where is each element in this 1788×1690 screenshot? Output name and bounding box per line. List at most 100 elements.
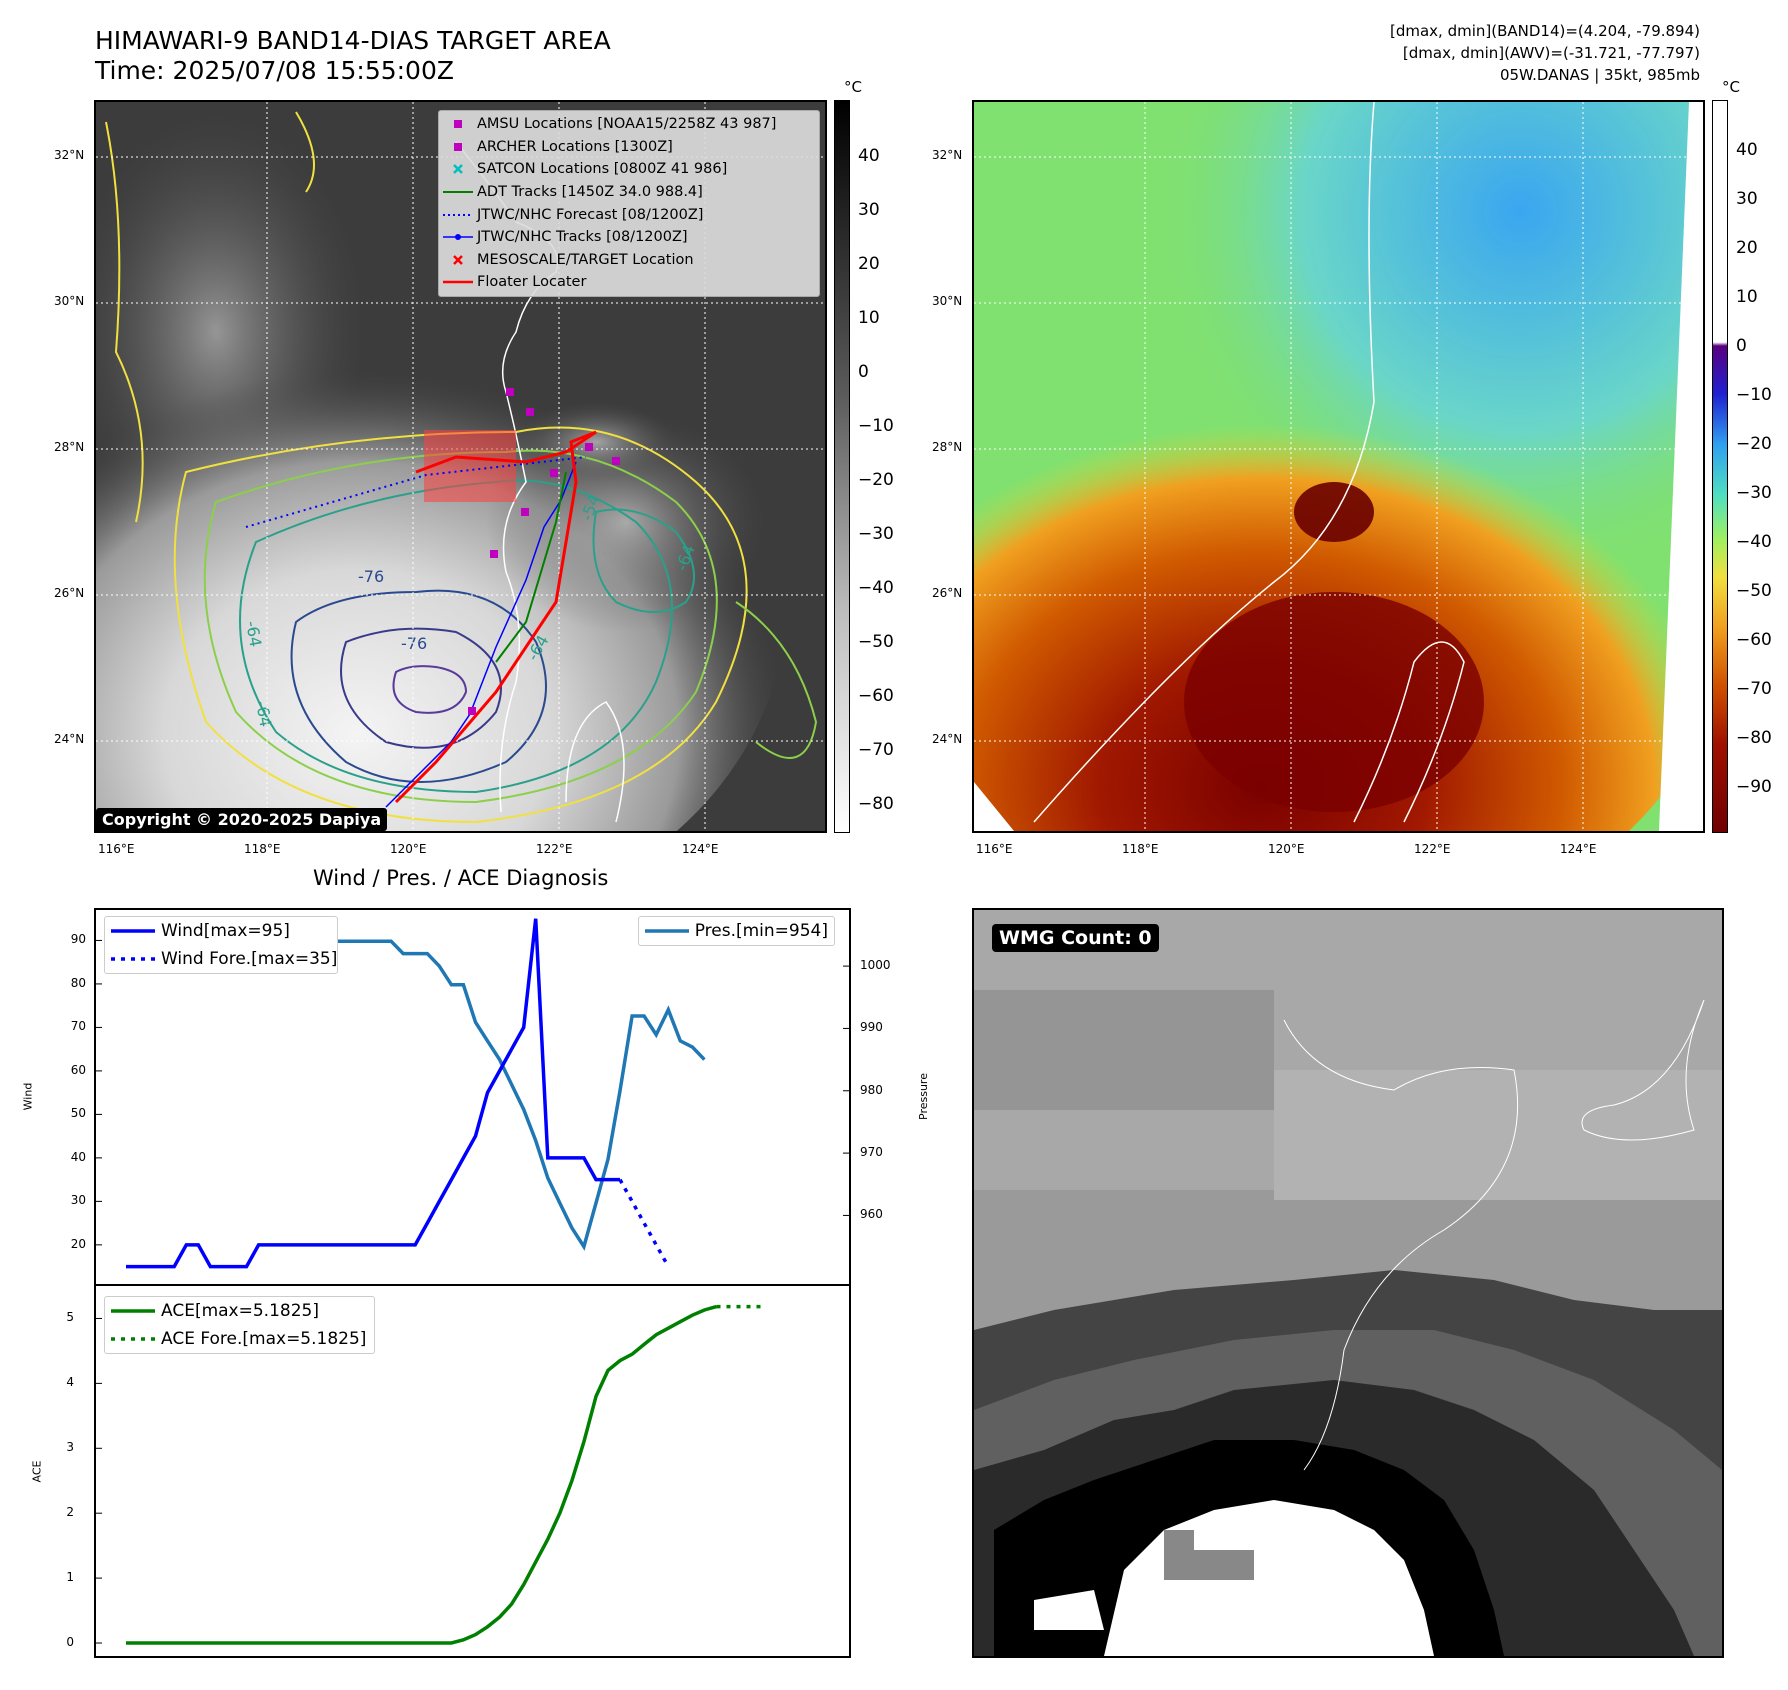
legend-item: JTWC/NHC Tracks [08/1200Z] bbox=[439, 226, 819, 249]
pressure-line bbox=[126, 926, 706, 1251]
ir-colorbar-tick: −20 bbox=[858, 470, 894, 490]
ir-colorbar-tick: 30 bbox=[858, 200, 880, 220]
y-tick-label: 50 bbox=[70, 1106, 86, 1121]
legend-label: Pres.[min=954] bbox=[694, 921, 828, 941]
y-tick-label: 5 bbox=[66, 1310, 74, 1325]
legend-item: JTWC/NHC Forecast [08/1200Z] bbox=[439, 203, 819, 226]
ace-axis-label: ACE bbox=[30, 1460, 44, 1483]
legend-label: JTWC/NHC Tracks [08/1200Z] bbox=[477, 229, 688, 246]
lat-tick: 28°N bbox=[932, 440, 963, 454]
line-dot-icon bbox=[439, 233, 477, 241]
ir-colorbar-tick: 20 bbox=[858, 254, 880, 274]
ir-colorbar-tick: −30 bbox=[858, 524, 894, 544]
y-tick-label: 4 bbox=[66, 1375, 74, 1390]
ace-chart bbox=[96, 1304, 765, 1645]
legend-label: ARCHER Locations [1300Z] bbox=[477, 138, 673, 155]
awv-colorbar-tick: −90 bbox=[1736, 777, 1772, 797]
lon-tick: 116°E bbox=[976, 842, 1013, 856]
ir-colorbar-tick: −80 bbox=[858, 794, 894, 814]
ir-colorbar-tick: 40 bbox=[858, 146, 880, 166]
awv-colorbar bbox=[1712, 100, 1728, 833]
ir-colorbar-tick: −60 bbox=[858, 686, 894, 706]
legend-item: ACE[max=5.1825] bbox=[105, 1297, 374, 1325]
ir-colorbar-unit: °C bbox=[844, 78, 862, 96]
awv-colorbar-tick: −10 bbox=[1736, 385, 1772, 405]
y-tick-label: 20 bbox=[70, 1236, 86, 1251]
awv-colorbar-tick: 20 bbox=[1736, 238, 1758, 258]
lat-tick: 30°N bbox=[54, 294, 85, 308]
legend-label: Floater Locater bbox=[477, 274, 587, 291]
x-marker-icon bbox=[439, 163, 477, 175]
y-tick-label: 80 bbox=[70, 975, 86, 990]
diagnosis-title: Wind / Pres. / ACE Diagnosis bbox=[313, 866, 609, 890]
lon-tick: 118°E bbox=[1122, 842, 1159, 856]
awv-colorbar-unit: °C bbox=[1722, 78, 1740, 96]
ir-colorbar-tick: 10 bbox=[858, 308, 880, 328]
legend-label: AMSU Locations [NOAA15/2258Z 43 987] bbox=[477, 116, 777, 133]
square-marker-icon bbox=[439, 142, 477, 152]
square-marker-icon bbox=[439, 119, 477, 129]
legend-label: SATCON Locations [0800Z 41 986] bbox=[477, 161, 728, 178]
y-tick-label: 960 bbox=[860, 1207, 883, 1222]
lon-tick: 122°E bbox=[536, 842, 573, 856]
lon-tick: 122°E bbox=[1414, 842, 1451, 856]
legend-label: JTWC/NHC Forecast [08/1200Z] bbox=[477, 206, 704, 223]
awv-colorbar-tick: −30 bbox=[1736, 483, 1772, 503]
wind-legend: Wind[max=95] Wind Fore.[max=35] bbox=[104, 916, 339, 974]
lon-tick: 120°E bbox=[390, 842, 427, 856]
awv-map-panel bbox=[972, 100, 1705, 833]
legend-label: Wind Fore.[max=35] bbox=[161, 949, 338, 969]
lon-tick: 124°E bbox=[682, 842, 719, 856]
contour-label: -64 bbox=[242, 619, 265, 648]
lon-tick: 120°E bbox=[1268, 842, 1305, 856]
awv-colorbar-tick: 40 bbox=[1736, 140, 1758, 160]
lat-tick: 32°N bbox=[54, 148, 85, 162]
legend-item: ACE Fore.[max=5.1825] bbox=[105, 1325, 374, 1353]
solid-line-icon bbox=[105, 928, 161, 934]
ir-colorbar-tick: 0 bbox=[858, 362, 869, 382]
y-tick-label: 980 bbox=[860, 1082, 883, 1097]
legend-item: Floater Locater bbox=[439, 271, 819, 294]
ir-colorbar bbox=[834, 100, 850, 833]
lat-tick: 26°N bbox=[932, 586, 963, 600]
wind-pressure-plot: Wind[max=95] Wind Fore.[max=35] Pres.[mi… bbox=[94, 908, 851, 1286]
legend-label: ADT Tracks [1450Z 34.0 988.4] bbox=[477, 184, 703, 201]
y-tick-label: 40 bbox=[70, 1149, 86, 1164]
awv-colorbar-tick: −60 bbox=[1736, 630, 1772, 650]
line-marker-icon bbox=[439, 189, 477, 195]
lon-tick: 116°E bbox=[98, 842, 135, 856]
contour-label: -76 bbox=[358, 567, 384, 586]
dotted-line-icon bbox=[439, 212, 477, 218]
awv-colorbar-tick: 0 bbox=[1736, 336, 1747, 356]
ace-plot: ACE[max=5.1825] ACE Fore.[max=5.1825] bbox=[94, 1284, 851, 1658]
figure-title: HIMAWARI-9 BAND14-DIAS TARGET AREA bbox=[95, 26, 611, 55]
awv-map-image bbox=[974, 102, 1703, 831]
ir-colorbar-tick: −50 bbox=[858, 632, 894, 652]
info-awv-range: [dmax, dmin](AWV)=(-31.721, -77.797) bbox=[1402, 44, 1700, 62]
figure-time: Time: 2025/07/08 15:55:00Z bbox=[95, 56, 454, 85]
wind-line bbox=[126, 918, 620, 1269]
dotted-line-icon bbox=[105, 956, 161, 962]
y-tick-label: 90 bbox=[70, 932, 86, 947]
legend-label: Wind[max=95] bbox=[161, 921, 290, 941]
legend-label: ACE[max=5.1825] bbox=[161, 1301, 319, 1321]
info-storm: 05W.DANAS | 35kt, 985mb bbox=[1499, 66, 1700, 84]
y-tick-label: 30 bbox=[70, 1193, 86, 1208]
legend-item: Wind[max=95] bbox=[105, 917, 337, 945]
lon-tick: 118°E bbox=[244, 842, 281, 856]
lat-tick: 28°N bbox=[54, 440, 85, 454]
awv-colorbar-tick: −70 bbox=[1736, 679, 1772, 699]
legend-item: Wind Fore.[max=35] bbox=[105, 945, 337, 973]
y-tick-label: 1000 bbox=[860, 958, 891, 973]
legend-item: SATCON Locations [0800Z 41 986] bbox=[439, 158, 819, 181]
y-tick-label: 990 bbox=[860, 1020, 883, 1035]
solid-line-icon bbox=[105, 1308, 161, 1314]
lat-tick: 24°N bbox=[932, 732, 963, 746]
awv-colorbar-tick: −50 bbox=[1736, 581, 1772, 601]
lat-tick: 30°N bbox=[932, 294, 963, 308]
line-marker-icon bbox=[439, 279, 477, 285]
ir-colorbar-tick: −70 bbox=[858, 740, 894, 760]
wmg-image bbox=[974, 910, 1722, 1656]
contour-label: -64 bbox=[252, 699, 275, 728]
legend-item: Pres.[min=954] bbox=[639, 917, 834, 945]
